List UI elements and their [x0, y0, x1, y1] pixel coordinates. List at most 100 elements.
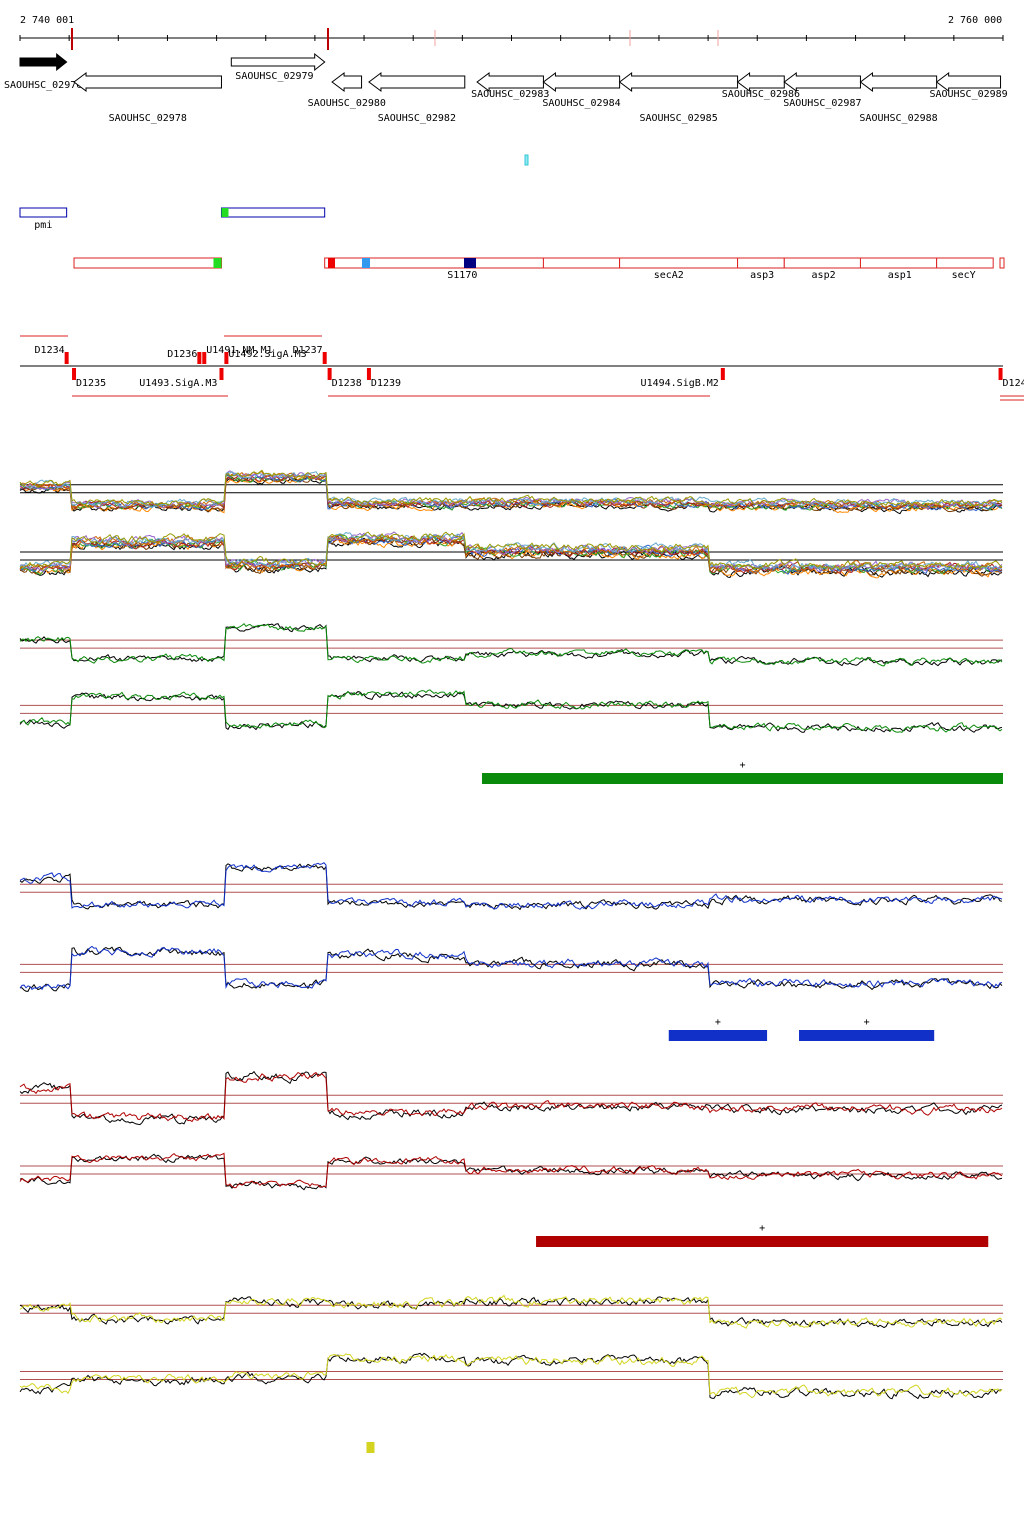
- sigma-segment: [73, 257, 222, 269]
- expression-trace: [19, 862, 1003, 910]
- sigma-lightblue-marker: [362, 258, 370, 268]
- sigma-segment-label: S1170: [447, 270, 477, 281]
- expression-trace: [19, 863, 1003, 911]
- feature-marker-lower: [72, 368, 77, 380]
- sigma-segment: [542, 257, 621, 269]
- gene-arrow-reverse: [73, 72, 222, 92]
- green-segment-bar: [481, 773, 1003, 784]
- expression-track: [19, 945, 1003, 992]
- feature-label-lower: D1238: [332, 378, 362, 389]
- red-segment-bar: [536, 1236, 989, 1247]
- feature-marker-upper: [202, 352, 207, 364]
- feature-label-upper: D1234: [35, 345, 65, 356]
- sigma-end-box: [999, 257, 1005, 269]
- sigma-navy-marker: [464, 258, 476, 268]
- gene-label: SAOUHSC_02989: [929, 89, 1007, 100]
- gene-label: SAOUHSC_02976: [4, 80, 82, 91]
- expression-track: [19, 1070, 1003, 1126]
- expression-track: [19, 862, 1003, 911]
- expression-track: [19, 622, 1003, 667]
- expression-trace: [19, 622, 1003, 667]
- expression-trace: [19, 1071, 1003, 1123]
- gene-arrow-reverse: [783, 72, 861, 92]
- sigma-segment-label: asp3: [750, 270, 774, 281]
- feature-marker-lower: [998, 368, 1003, 380]
- feature-marker-lower: [219, 368, 224, 380]
- expression-track: [19, 1152, 1003, 1191]
- green-segment-mark: +: [739, 760, 745, 771]
- expression-track: [19, 531, 1003, 579]
- expression-trace: [19, 946, 1003, 992]
- gene-arrow-reverse: [368, 72, 466, 92]
- feature-marker-upper: [197, 352, 202, 364]
- operon-box: [220, 207, 326, 218]
- sigma-segment-label: secY: [952, 270, 976, 281]
- expression-trace: [19, 1070, 1003, 1126]
- feature-marker-lower: [720, 368, 725, 380]
- feature-label-lower: U1494.SigB.M2: [641, 378, 719, 389]
- feature-marker-lower: [327, 368, 332, 380]
- sigma-segment: [619, 257, 739, 269]
- feature-marker-lower: [366, 368, 371, 380]
- sigma-segment-label: asp1: [888, 270, 912, 281]
- gene-label: SAOUHSC_02985: [639, 113, 717, 124]
- expression-trace: [19, 1152, 1003, 1189]
- sigma-segment: [737, 257, 785, 269]
- expression-track: [19, 689, 1003, 733]
- gene-label: SAOUHSC_02987: [783, 98, 861, 109]
- feature-label-upper: D1237: [293, 345, 323, 356]
- expression-trace: [19, 623, 1003, 667]
- gene-label: SAOUHSC_02978: [109, 113, 187, 124]
- sigma-green-marker: [213, 258, 222, 268]
- expression-trace: [19, 469, 1003, 508]
- operon-start-marker: [221, 208, 229, 217]
- operon-box: [19, 207, 68, 218]
- expression-trace: [19, 531, 1003, 571]
- expression-trace: [19, 534, 1003, 574]
- expression-trace: [19, 531, 1003, 573]
- expression-trace: [19, 1353, 1003, 1399]
- sigma-segment: [324, 257, 544, 269]
- expression-trace: [19, 1296, 1003, 1329]
- gene-arrow-reverse: [542, 72, 621, 92]
- feature-label-lower: U1493.SigA.M3: [139, 378, 217, 389]
- ruler-start-label: 2 740 001: [20, 15, 74, 26]
- feature-label-lower: D1239: [371, 378, 401, 389]
- sigma-segment: [783, 257, 861, 269]
- yellow-segment-bar: [366, 1442, 375, 1453]
- blue-segment-bar: [668, 1030, 768, 1041]
- sigma-segment-label: secA2: [654, 270, 684, 281]
- operon-label: pmi: [34, 220, 52, 231]
- feature-marker-upper: [224, 352, 229, 364]
- feature-label-lower: D1235: [76, 378, 106, 389]
- gene-arrow-reverse: [618, 72, 739, 92]
- gene-label: SAOUHSC_02986: [722, 89, 800, 100]
- gene-arrow-reverse: [859, 72, 938, 92]
- blue-segment-mark: +: [715, 1017, 721, 1028]
- sigma-red-marker: [328, 258, 335, 268]
- gene-arrow-reverse: [935, 72, 1002, 92]
- blue-segment-mark: +: [864, 1017, 870, 1028]
- feature-label-lower: D124: [1003, 378, 1024, 389]
- gene-label: SAOUHSC_02984: [542, 98, 620, 109]
- feature-label-upper: D1236: [167, 349, 197, 360]
- expression-trace: [19, 1153, 1003, 1191]
- sigma-segment: [936, 257, 994, 269]
- feature-marker-upper: [64, 352, 69, 364]
- expression-trace: [19, 535, 1003, 574]
- ruler-end-label: 2 760 000: [948, 15, 1002, 26]
- expression-track: [19, 469, 1003, 515]
- sigma-segment: [859, 257, 938, 269]
- expression-track: [19, 1294, 1003, 1329]
- red-segment-mark: +: [759, 1223, 765, 1234]
- expression-track: [19, 1352, 1003, 1400]
- expression-trace: [19, 689, 1003, 733]
- gene-arrow-reverse: [331, 72, 363, 92]
- expression-trace: [19, 475, 1003, 513]
- gene-label: SAOUHSC_02982: [378, 113, 456, 124]
- expression-trace: [19, 473, 1003, 512]
- gene-label: SAOUHSC_02980: [308, 98, 386, 109]
- gene-label: SAOUHSC_02988: [859, 113, 937, 124]
- small-cyan-feature: [524, 154, 529, 166]
